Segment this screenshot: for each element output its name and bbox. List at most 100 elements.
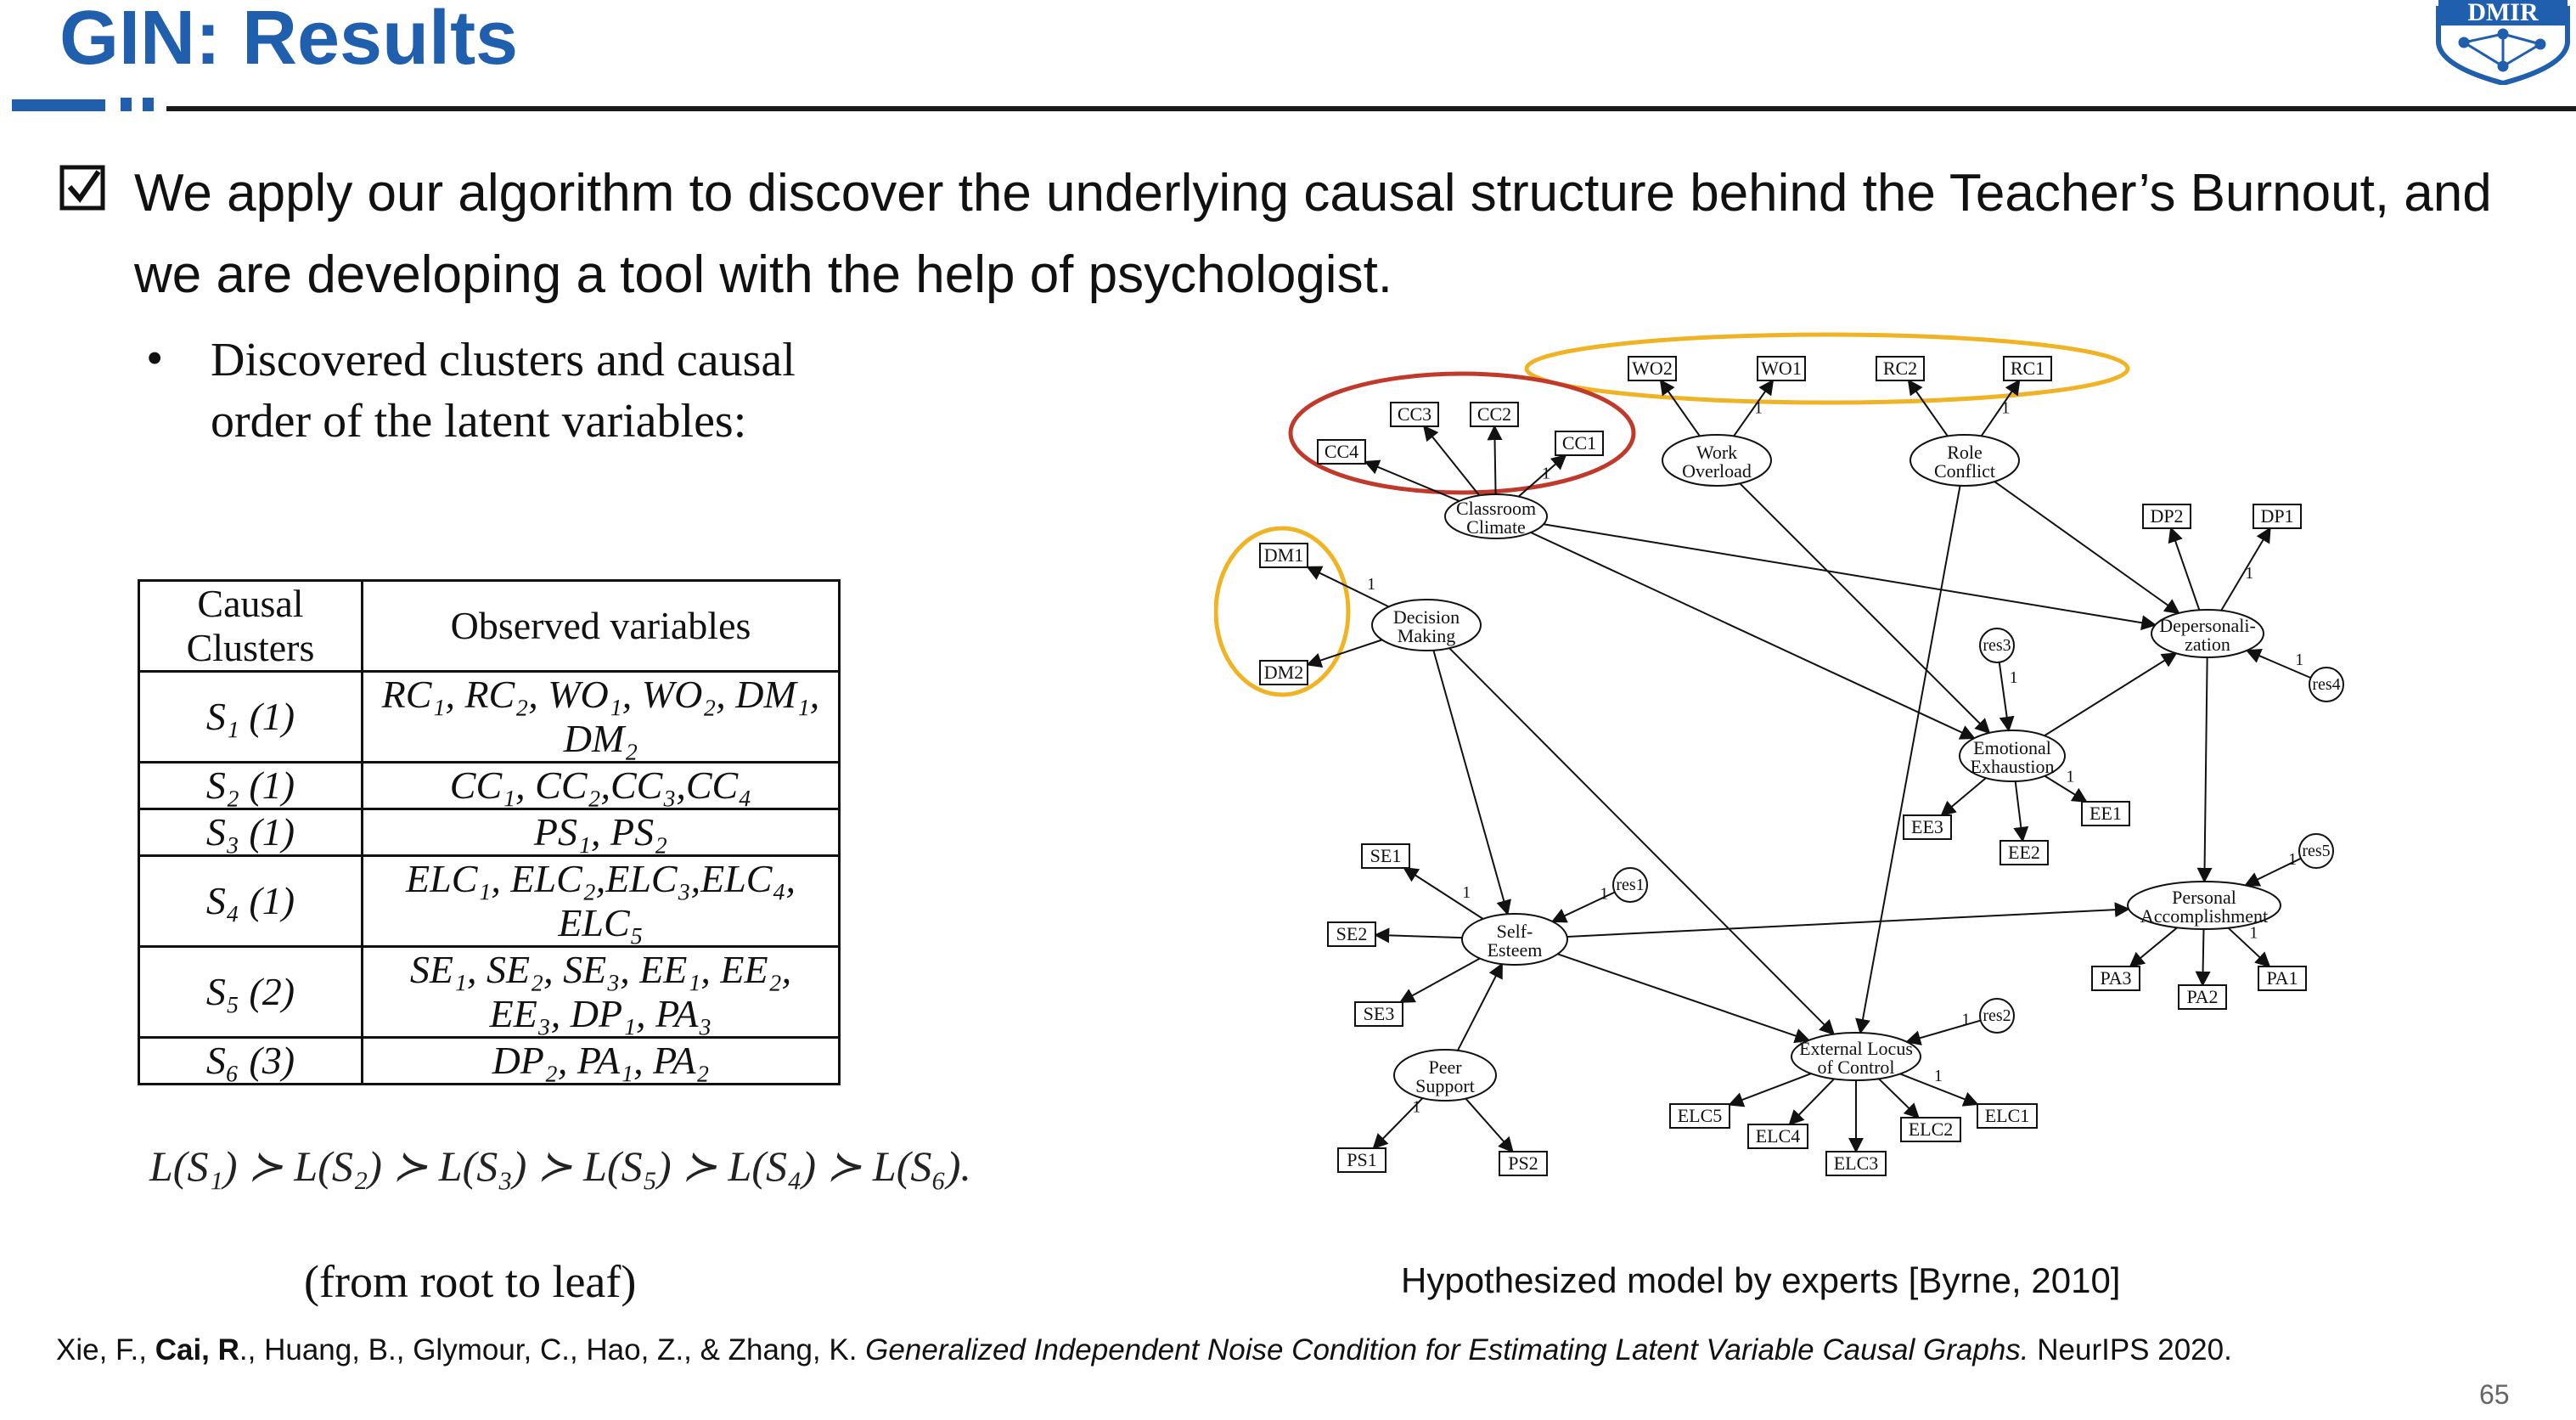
observed-label: SE1 <box>1370 845 1402 866</box>
causal-order-formula: L(S₁) ≻ L(S₂) ≻ L(S₃) ≻ L(S₅) ≻ L(S₄) ≻ … <box>149 1142 971 1190</box>
table-row: S₃ (1) PS₁, PS₂ <box>138 808 841 857</box>
graph-edge <box>2195 928 2211 987</box>
observed-label: CC2 <box>1477 403 1511 425</box>
graph-edge <box>1448 647 1836 1035</box>
title-accent-square <box>143 98 154 111</box>
observed-node-cc4: CC4 <box>1317 439 1366 465</box>
edge-weight-label: 1 <box>1934 1067 1943 1085</box>
observed-label: DP1 <box>2260 505 2293 527</box>
checkbox-bullet-icon <box>59 165 105 211</box>
observed-node-pa1: PA1 <box>2258 966 2307 991</box>
graph-edge <box>1566 902 2130 938</box>
observed-label: RC1 <box>2011 358 2044 379</box>
table-row: S₂ (1) CC₁, CC₂,CC₃,CC₄ <box>138 761 841 810</box>
observed-node-ps1: PS1 <box>1337 1147 1386 1173</box>
vars-cell: ELC₁, ELC₂,ELC₃,ELC₄, ELC₅ <box>361 854 841 948</box>
graph-edge <box>1907 379 1949 437</box>
edge-weight-label: 1 <box>1961 1010 1970 1028</box>
slide-title: GIN: Results <box>59 0 519 81</box>
graph-edge <box>1398 957 1481 1003</box>
cluster-highlight-yellow <box>1524 332 2130 405</box>
graph-edge <box>1550 891 1616 923</box>
table-row: S₅ (2) SE₁, SE₂, SE₃, EE₁, EE₂, EE₃, DP₁… <box>138 945 841 1039</box>
edge-weight-label: 1 <box>1367 575 1375 594</box>
observed-node-wo2: WO2 <box>1628 356 1677 381</box>
graph-edge <box>1543 523 2157 631</box>
graph-edge <box>1998 662 2015 732</box>
observed-node-ee2: EE2 <box>1999 840 2049 865</box>
graph-edge <box>1739 482 1991 735</box>
graph-edge <box>2129 927 2178 968</box>
graph-edge <box>2196 656 2213 883</box>
graph-edge <box>1659 379 1701 437</box>
observed-node-elc3: ELC3 <box>1825 1151 1887 1176</box>
cluster-highlight-yellow <box>1214 526 1351 697</box>
cluster-cell: S₁ (1) <box>138 670 363 764</box>
dmir-logo: DMIR <box>2436 0 2570 85</box>
latent-label: Conflict <box>1934 460 1995 482</box>
observed-node-dm1: DM1 <box>1259 543 1308 568</box>
observed-label: WO2 <box>1632 358 1673 379</box>
observed-node-ee3: EE3 <box>1903 814 1952 840</box>
observed-node-se3: SE3 <box>1354 1001 1403 1027</box>
vars-cell: SE₁, SE₂, SE₃, EE₁, EE₂, EE₃, DP₁, PA₃ <box>361 945 841 1039</box>
graph-edge <box>2220 527 2271 611</box>
latent-label: Esteem <box>1488 939 1543 961</box>
graph-edge <box>1788 1078 1835 1126</box>
observed-node-elc2: ELC2 <box>1900 1117 1961 1142</box>
observed-node-ps2: PS2 <box>1499 1151 1548 1176</box>
cluster-cell: S₂ (1) <box>138 761 363 810</box>
observed-label: ELC4 <box>1756 1125 1801 1147</box>
citation: Xie, F., Cai, R., Huang, B., Glymour, C.… <box>56 1333 2232 1367</box>
sub-bullet-dot: • <box>146 330 164 386</box>
edge-weight-label: 1 <box>2249 923 2258 942</box>
edge-weight-label: 1 <box>2001 399 2010 418</box>
graph-edge <box>1487 425 1503 495</box>
graph-edge <box>1374 927 1463 944</box>
graph-edge <box>2013 780 2029 842</box>
observed-label: PS2 <box>1508 1152 1538 1174</box>
graph-edge <box>1306 566 1390 608</box>
observed-label: PA2 <box>2186 986 2218 1007</box>
graph-edge <box>1457 962 1503 1051</box>
graph-edge <box>1432 650 1511 916</box>
graph-edge <box>2245 649 2312 679</box>
graph-edge <box>1878 1078 1920 1119</box>
observed-node-rc2: RC2 <box>1876 356 1925 381</box>
observed-label: ELC3 <box>1834 1152 1879 1174</box>
observed-node-elc1: ELC1 <box>1977 1103 2038 1129</box>
residual-label: res1 <box>1616 876 1644 894</box>
latent-label: Emotional <box>1973 737 2051 758</box>
latent-label: Personal <box>2172 887 2236 908</box>
graph-edge <box>1465 1097 1514 1153</box>
graph-edge <box>1423 425 1481 497</box>
observed-label: CC3 <box>1398 403 1431 425</box>
graph-edge <box>1899 1073 1979 1107</box>
clusters-table: Causal Clusters Observed variables S₁ (1… <box>138 579 841 1085</box>
graph-edge <box>1905 1019 1982 1045</box>
observed-node-cc3: CC3 <box>1390 402 1439 427</box>
vars-cell: CC₁, CC₂,CC₃,CC₄ <box>361 761 841 810</box>
latent-label: Exhaustion <box>1971 756 2055 777</box>
edge-weight-label: 1 <box>2295 651 2303 669</box>
observed-label: PA1 <box>2266 967 2298 989</box>
observed-label: DP2 <box>2150 505 2183 527</box>
edge-weight-label: 1 <box>1754 399 1763 418</box>
title-accent-square <box>121 98 132 111</box>
cluster-cell: S₄ (1) <box>138 854 363 948</box>
edge-weight-label: 1 <box>2245 564 2253 583</box>
observed-node-pa2: PA2 <box>2178 984 2227 1010</box>
latent-label: Depersonali- <box>2159 615 2256 636</box>
residual-node-res2: res2 <box>1979 998 2015 1034</box>
graph-edge <box>1994 481 2180 614</box>
citation-venue: NeurIPS 2020. <box>2028 1333 2232 1366</box>
graph-edge <box>2044 652 2178 737</box>
edge-weight-label: 1 <box>1412 1098 1420 1117</box>
observed-label: RC2 <box>1883 358 1917 379</box>
observed-label: DM1 <box>1264 544 1303 566</box>
order-note: (from root to leaf) <box>304 1256 637 1307</box>
observed-label: ELC1 <box>1985 1105 2030 1126</box>
